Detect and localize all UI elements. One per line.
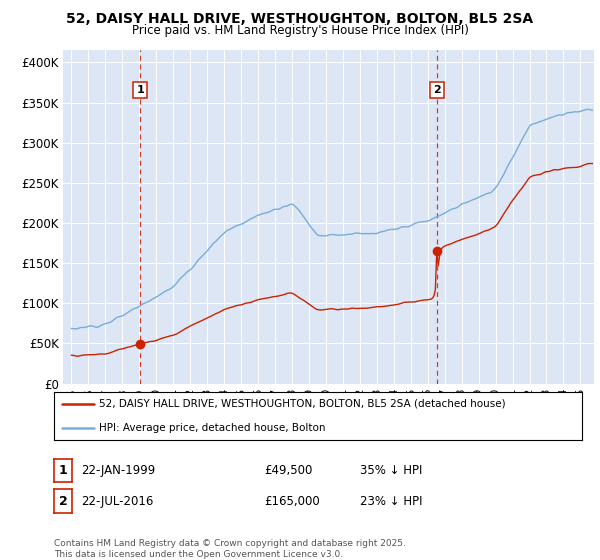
Text: 35% ↓ HPI: 35% ↓ HPI [360,464,422,477]
Text: Contains HM Land Registry data © Crown copyright and database right 2025.
This d: Contains HM Land Registry data © Crown c… [54,539,406,559]
Text: 52, DAISY HALL DRIVE, WESTHOUGHTON, BOLTON, BL5 2SA: 52, DAISY HALL DRIVE, WESTHOUGHTON, BOLT… [67,12,533,26]
Text: £165,000: £165,000 [264,494,320,508]
Text: Price paid vs. HM Land Registry's House Price Index (HPI): Price paid vs. HM Land Registry's House … [131,24,469,36]
Text: 2: 2 [59,494,67,508]
Text: 22-JAN-1999: 22-JAN-1999 [81,464,155,477]
Text: 2: 2 [433,85,441,95]
Text: 23% ↓ HPI: 23% ↓ HPI [360,494,422,508]
Text: HPI: Average price, detached house, Bolton: HPI: Average price, detached house, Bolt… [99,423,325,433]
Text: 22-JUL-2016: 22-JUL-2016 [81,494,154,508]
Text: 52, DAISY HALL DRIVE, WESTHOUGHTON, BOLTON, BL5 2SA (detached house): 52, DAISY HALL DRIVE, WESTHOUGHTON, BOLT… [99,399,506,409]
Text: 1: 1 [136,85,144,95]
Text: £49,500: £49,500 [264,464,313,477]
Text: 1: 1 [59,464,67,477]
